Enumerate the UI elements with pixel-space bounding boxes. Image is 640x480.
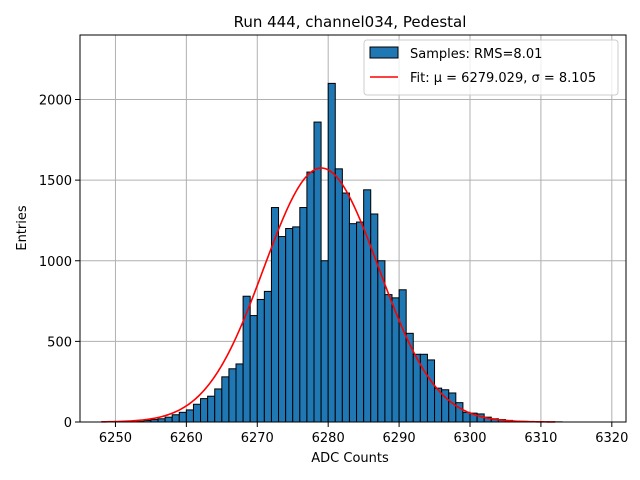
histogram-bar [334, 168, 343, 423]
histogram-bar [185, 409, 194, 423]
y-axis-label: Entries [15, 205, 30, 251]
histogram-bar [285, 228, 294, 423]
histogram-bar [200, 398, 209, 423]
y-tick-label: 1000 [39, 255, 72, 270]
plot-frame [79, 34, 627, 423]
x-tick-label: 6260 [170, 431, 203, 446]
histogram-bar [370, 213, 379, 423]
histogram-bar [405, 332, 414, 423]
histogram-bar [235, 363, 244, 423]
x-axis-ticks: 6250 6260 6270 6280 6290 6300 6310 6320 [99, 422, 628, 446]
y-axis-ticks: 0 500 1000 1500 2000 [39, 94, 80, 431]
histogram-bar [214, 388, 223, 423]
histogram-bar [384, 294, 393, 423]
histogram-bar [164, 416, 173, 423]
x-tick-label: 6300 [453, 431, 486, 446]
chart-title: Run 444, channel034, Pedestal [234, 13, 467, 31]
legend-samples-swatch [369, 46, 399, 59]
histogram-bar [192, 403, 202, 423]
histogram-bar [412, 353, 421, 423]
histogram-bar [249, 315, 258, 423]
histogram-bar [292, 226, 301, 423]
histogram-bar [242, 295, 251, 423]
histogram-bar [207, 395, 216, 423]
histogram-bar [448, 392, 457, 423]
histogram-bar [377, 260, 386, 423]
histogram-bar [171, 414, 180, 423]
histogram-bar [228, 368, 237, 423]
histogram-bar [278, 236, 287, 423]
x-tick-label: 6270 [241, 431, 274, 446]
histogram-bar [398, 289, 407, 423]
histogram-bar [178, 411, 187, 423]
x-tick-label: 6310 [524, 431, 557, 446]
y-tick-label: 1500 [39, 174, 72, 189]
histogram-bar [341, 192, 350, 423]
y-tick-label: 2000 [39, 94, 72, 109]
histogram-bar [462, 411, 471, 423]
legend-box [363, 39, 619, 96]
x-tick-label: 6320 [595, 431, 628, 446]
x-axis-label: ADC Counts [311, 451, 389, 466]
histogram-bar [320, 260, 329, 423]
histogram-bar [348, 223, 358, 423]
histogram-bar [306, 171, 315, 423]
histogram-bar [221, 376, 230, 423]
histogram-bar [313, 121, 322, 423]
histogram-bar [426, 359, 436, 423]
x-tick-label: 6290 [383, 431, 416, 446]
histogram-bar [363, 189, 372, 423]
legend-fit-label: Fit: μ = 6279.029, σ = 8.105 [410, 71, 596, 86]
histogram-bar [256, 298, 265, 423]
histogram-bar [299, 207, 308, 423]
y-tick-label: 500 [47, 335, 72, 350]
legend: Samples: RMS=8.01 Fit: μ = 6279.029, σ =… [363, 39, 619, 96]
x-tick-label: 6280 [312, 431, 345, 446]
histogram-bar [419, 353, 428, 423]
histogram-bar [327, 82, 336, 423]
fit-curve [101, 167, 556, 423]
histogram-bars [136, 82, 563, 423]
histogram-bar [356, 221, 365, 423]
histogram-bar [263, 290, 272, 423]
y-tick-label: 0 [64, 416, 72, 431]
legend-samples-label: Samples: RMS=8.01 [410, 47, 542, 62]
x-tick-label: 6250 [99, 431, 132, 446]
